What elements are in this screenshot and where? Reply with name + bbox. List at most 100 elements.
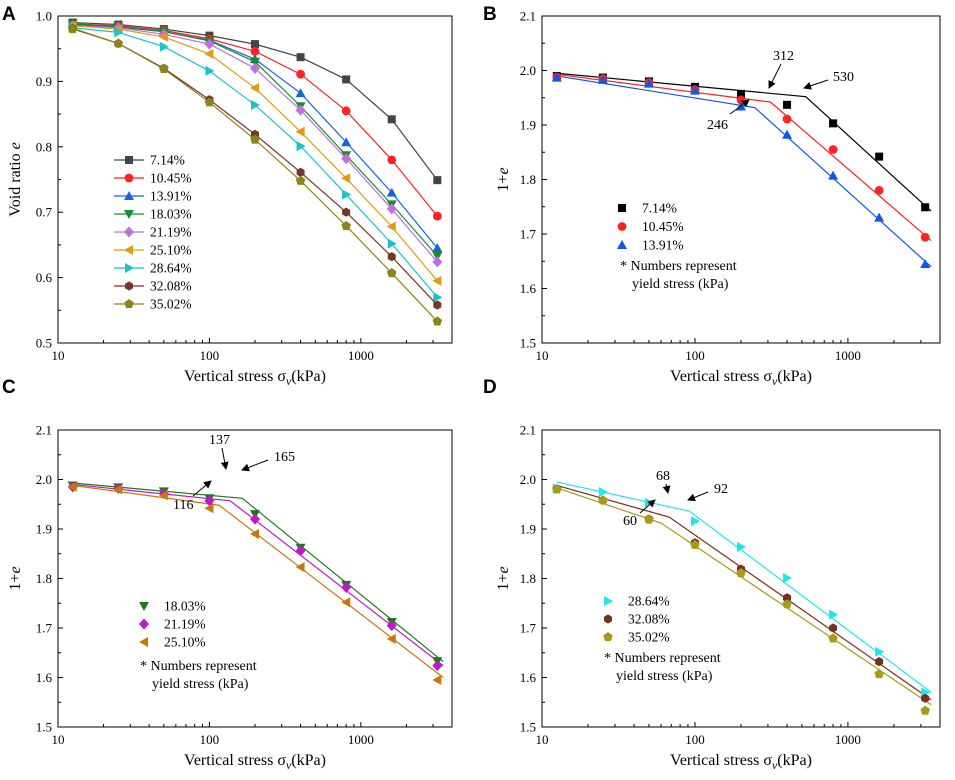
data-point [386,203,397,215]
y-tick-label: 1.7 [520,621,537,636]
y-tick-label: 2.0 [520,472,536,487]
note-line-1: * Numbers represent [604,651,721,666]
fit-line [556,484,932,701]
data-point [598,495,608,505]
data-point [204,97,215,107]
data-point [296,53,305,62]
y-axis-title: 1+e [495,167,512,191]
data-point [67,24,78,34]
legend-label: 18.03% [164,599,206,614]
y-tick-label: 2.1 [520,423,536,438]
data-point [250,46,260,56]
x-tick-label: 1000 [835,348,861,363]
x-axis-title-sub: v [286,374,292,388]
data-point [552,484,562,494]
legend-marker [617,240,627,249]
panel-b: B 1.5 1.6 1.7 1.8 1.9 2.0 2.1 10 100 1000 Vertical … [483,4,941,388]
legend-label: 35.02% [628,630,670,645]
data-point [295,562,305,573]
data-point [113,484,123,495]
data-point [783,100,792,109]
x-tick-label: 10 [52,348,65,363]
data-point [204,48,214,59]
y-tick-label: 1.6 [36,670,53,685]
yield-stress-label: 312 [773,49,794,64]
data-point [689,85,700,95]
y-axis-title-var: e [495,566,512,573]
data-point [551,72,562,82]
y-axis-title-main: 1+ [495,175,512,192]
data-point [875,657,884,667]
y-tick-label: 1.5 [36,720,52,735]
fit-line [556,72,932,212]
yield-stress-label: 165 [274,450,295,465]
data-point [204,503,214,514]
data-point [113,38,124,48]
x-tick-label: 100 [200,348,220,363]
data-point [737,89,745,98]
data-point [251,40,259,49]
y-tick-label: 1.8 [520,172,536,187]
data-point [783,593,792,603]
data-point [342,189,352,200]
data-point [341,597,351,608]
fit-line [556,487,932,706]
x-tick-label: 1000 [348,348,374,363]
y-axis-title-main: 1+ [495,574,512,591]
data-point [387,238,397,249]
data-point [205,65,215,76]
data-point [295,545,306,557]
data-point [387,252,396,262]
data-point [690,539,700,549]
data-point [782,129,793,139]
note-line-2: yield stress (kPa) [152,677,249,692]
y-tick-label: 0.7 [36,205,53,220]
x-axis-title-sub: v [286,758,292,772]
yield-stress-arrow [687,491,709,502]
y-axis-title: 1+e [495,566,512,590]
panel-d: D 1.5 1.6 1.7 1.8 1.9 2.0 2.1 10 100 1000 Vertical … [483,377,941,772]
x-axis-title-sub: v [772,374,778,388]
data-point [432,316,443,326]
data-point [341,137,352,147]
legend-marker [139,618,149,630]
legend-label: 35.02% [150,297,192,312]
data-point [875,646,885,657]
x-axis-title: Vertical stress σv(kPa) [670,368,812,388]
yield-stress-arrow [768,63,782,89]
data-point [250,57,260,67]
data-point [386,620,397,632]
y-tick-label: 1.8 [36,571,52,586]
legend-label: 10.45% [150,171,192,186]
x-axis-title-main: Vertical stress σ [670,368,772,385]
note-line-1: * Numbers represent [140,659,257,674]
yield-stress-label: 137 [209,433,230,448]
legend-marker [125,281,133,291]
panel-letter: B [483,4,497,25]
legend-label: 13.91% [150,189,192,204]
data-point [736,568,746,578]
yield-stress-label: 530 [833,70,854,85]
data-point [874,186,884,195]
x-tick-label: 10 [52,732,65,747]
yield-stress-arrow [220,447,229,470]
data-point [387,155,397,165]
data-point [432,674,442,685]
x-tick-label: 10 [536,348,549,363]
x-axis-title-unit: (kPa) [291,368,326,385]
legend-marker [124,173,134,183]
y-tick-label: 1.5 [520,720,536,735]
data-point [432,256,443,268]
legend-label: 7.14% [150,153,185,168]
data-point [341,153,352,165]
data-point [295,88,306,98]
data-point [643,78,654,88]
x-axis-title-main: Vertical stress σ [184,752,286,769]
y-tick-label: 1.7 [520,227,537,242]
data-point [782,114,792,124]
panel-letter: D [483,377,497,398]
x-axis-title-unit: (kPa) [777,368,812,385]
y-tick-label: 1.6 [520,670,537,685]
legend-marker [604,614,612,624]
